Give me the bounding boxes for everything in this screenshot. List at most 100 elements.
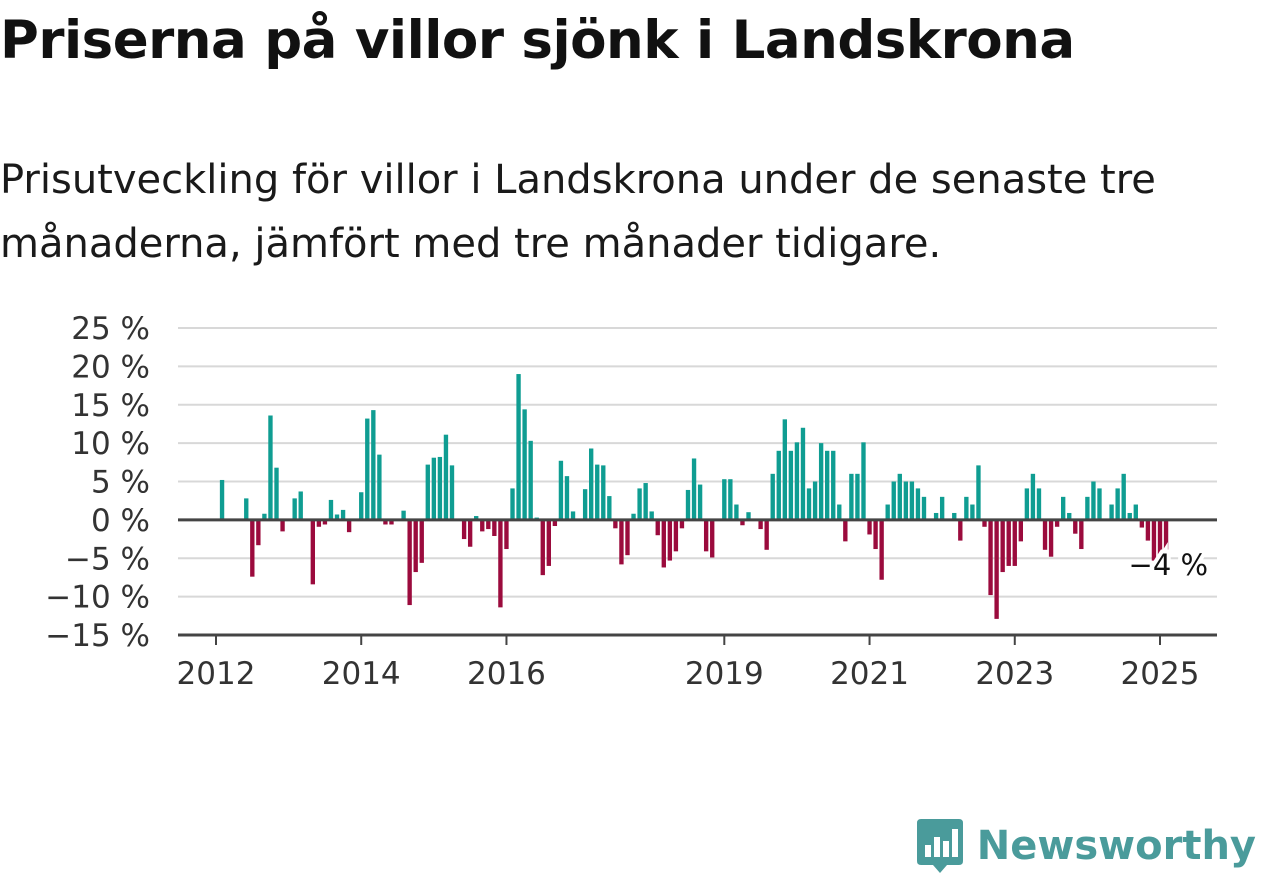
y-tick-label: 0 % (91, 503, 150, 539)
bar (909, 481, 915, 520)
bar (861, 442, 866, 520)
bar (661, 519, 666, 568)
bar (806, 488, 812, 520)
bar (310, 519, 315, 585)
bar (770, 473, 775, 520)
bar (921, 496, 927, 520)
y-tick-label: 15 % (71, 388, 150, 424)
bar (849, 473, 854, 520)
bar (619, 519, 624, 565)
bar (359, 492, 364, 520)
x-tick-label: 2019 (685, 656, 764, 692)
bar (262, 513, 267, 520)
bar (1121, 473, 1126, 520)
bar (655, 519, 660, 536)
bar (740, 519, 745, 526)
bar (377, 454, 382, 520)
bar (782, 419, 787, 520)
bar (322, 519, 328, 525)
bar (1054, 519, 1060, 527)
y-tick-label: 10 % (71, 426, 150, 462)
y-tick-label: 25 % (71, 311, 150, 347)
bar (1030, 473, 1036, 520)
bar (564, 476, 570, 520)
bar (903, 481, 909, 520)
bar (558, 460, 564, 520)
bar (788, 450, 794, 520)
bar (649, 511, 654, 520)
brand-name: Newsworthy (976, 823, 1256, 869)
bar (891, 481, 896, 520)
bar (528, 440, 533, 520)
bar (643, 483, 648, 520)
bar (728, 479, 733, 520)
bar (244, 498, 249, 520)
bar (365, 418, 370, 520)
bar (298, 491, 303, 520)
x-tick-label: 2021 (830, 656, 909, 692)
bar (340, 509, 346, 520)
bar (1085, 496, 1090, 520)
bar (486, 519, 491, 530)
y-tick-label: 20 % (71, 349, 150, 385)
bar (1048, 519, 1054, 557)
bar (970, 504, 975, 520)
bar (250, 519, 255, 577)
bar (812, 481, 818, 520)
bar (637, 488, 642, 520)
bar (988, 519, 993, 596)
bar (1079, 519, 1084, 550)
bar (994, 519, 999, 619)
bar (582, 489, 588, 520)
bar (818, 443, 824, 520)
y-tick-label: −15 % (45, 618, 150, 654)
bar (437, 456, 443, 520)
bar (1061, 496, 1066, 520)
bar (746, 512, 751, 520)
bar (691, 458, 697, 520)
bar (703, 519, 709, 552)
bar (328, 499, 334, 520)
bar (1151, 519, 1157, 562)
bar (431, 457, 437, 520)
newsworthy-logo[interactable]: Newsworthy (915, 817, 1256, 875)
bar (498, 519, 503, 608)
bar (897, 473, 902, 520)
bar (492, 519, 497, 536)
bar (758, 519, 763, 530)
bar (522, 409, 527, 520)
bar (800, 427, 806, 520)
bar (504, 519, 509, 550)
bar (976, 465, 981, 520)
bar (407, 519, 412, 606)
bar (1145, 519, 1151, 541)
bar (449, 465, 455, 520)
bar (256, 519, 261, 546)
bar (964, 496, 969, 520)
x-tick-label: 2014 (322, 656, 401, 692)
bar (467, 519, 473, 547)
bar (933, 512, 939, 520)
x-tick-label: 2023 (975, 656, 1054, 692)
bar (1024, 488, 1030, 520)
bar-chart: 25 %20 %15 %10 %5 %0 %−5 %−10 %−15 % 2012… (45, 311, 1217, 692)
chart-title: Priserna på villor sjönk i Landskrona (0, 10, 1075, 71)
x-tick-label: 2012 (177, 656, 256, 692)
bar (589, 448, 594, 520)
bar (292, 498, 297, 520)
bar (510, 488, 515, 520)
bar (885, 504, 890, 520)
bar (443, 434, 449, 520)
bar (722, 479, 727, 520)
bar (625, 519, 630, 556)
bar (1012, 519, 1017, 566)
bar (1042, 519, 1048, 550)
bar (764, 519, 769, 550)
bar (631, 513, 636, 520)
bar (613, 519, 618, 529)
bar (1036, 488, 1042, 520)
bar (1115, 488, 1120, 520)
chart-subtitle: Prisutveckling för villor i Landskrona u… (0, 157, 1156, 267)
bar (1109, 504, 1114, 520)
bar (1097, 488, 1102, 520)
